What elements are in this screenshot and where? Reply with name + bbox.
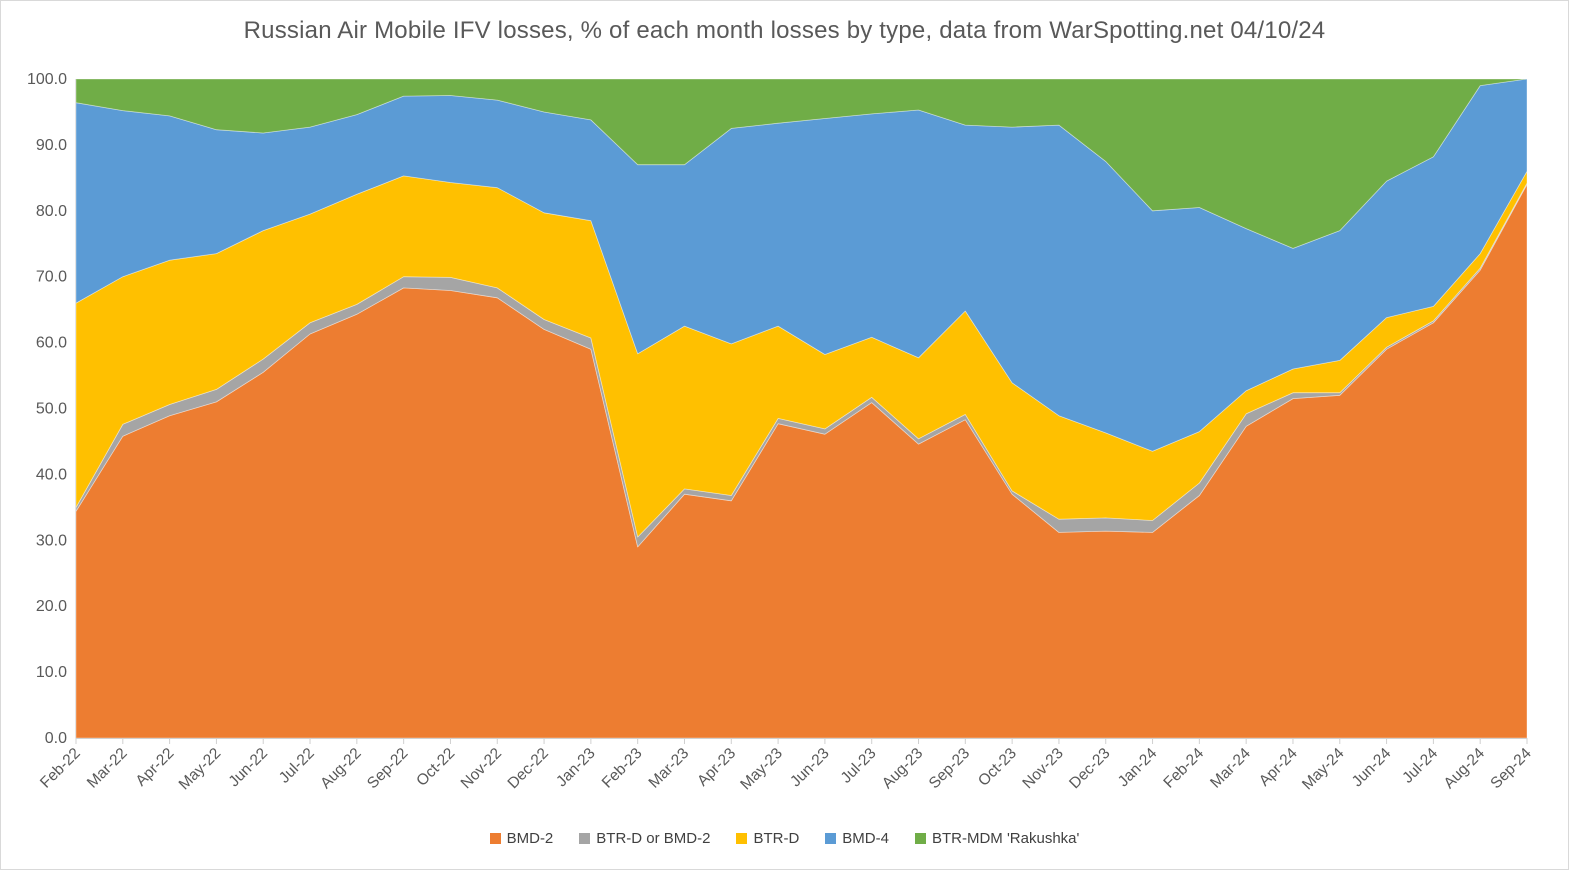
y-tick-label: 40.0 [36,466,67,483]
x-tick-label: Apr-23 [694,745,739,790]
x-tick-label: Jul-23 [838,745,880,787]
legend-swatch-icon [914,833,926,844]
y-tick-label: 20.0 [36,598,67,615]
x-tick-label: Feb-24 [1160,745,1207,792]
x-tick-label: Apr-22 [133,745,178,790]
area-btr-d [75,170,1528,538]
y-tick-label: 30.0 [36,532,67,549]
x-tick-label: Aug-22 [317,745,364,792]
x-tick-label: Sep-22 [364,745,411,792]
legend-label: BMD-2 [506,830,554,847]
legend-label: BTR-MDM 'Rakushka' [931,830,1080,847]
x-tick-label: Sep-24 [1487,745,1535,793]
x-tick-label: May-22 [176,745,225,794]
x-tick-label: Jan-24 [1115,745,1161,791]
chart-title: Russian Air Mobile IFV losses, % of each… [243,17,1326,44]
x-tick-label: Dec-23 [1066,745,1113,792]
x-tick-label: Jun-22 [226,745,272,791]
x-tick-label: Nov-22 [458,745,505,792]
y-tick-label: 60.0 [36,335,67,352]
area-btr-mdm-rakushka- [75,78,1528,249]
legend-swatch-icon [736,833,748,844]
x-tick-label: Feb-22 [37,745,84,792]
x-tick-label: Jan-23 [553,745,599,791]
x-tick-label: Jul-24 [1399,745,1441,787]
x-tick-label: Aug-24 [1441,745,1489,793]
legend-item-bmd-2: BMD-2 [489,830,554,847]
y-tick-label: 50.0 [36,401,67,418]
y-tick-label: 90.0 [36,137,67,154]
area-btr-d-or-bmd-2 [75,182,1528,548]
x-tick-label: Jul-22 [276,745,318,787]
x-tick-label: Mar-24 [1207,745,1254,792]
y-tick-label: 70.0 [36,269,67,286]
y-tick-label: 0.0 [45,730,67,747]
legend-item-btr-d: BTR-D [736,830,799,847]
x-tick-label: Dec-22 [505,745,552,792]
legend-label: BMD-4 [842,830,889,847]
legend-item-btr-d-or-bmd-2: BTR-D or BMD-2 [579,830,710,847]
y-tick-label: 80.0 [36,203,67,220]
x-tick-label: Oct-23 [975,745,1020,790]
x-tick-label: Jun-24 [1349,745,1395,791]
legend-label: BTR-D [753,830,800,847]
legend-swatch-icon [579,833,591,844]
x-tick-label: May-24 [1299,745,1348,794]
legend-item-bmd-4: BMD-4 [825,830,889,847]
x-tick-label: Jun-23 [787,745,833,791]
x-tick-label: May-23 [737,745,786,794]
x-tick-label: Sep-23 [926,745,973,792]
legend-label: BTR-D or BMD-2 [596,830,711,847]
x-tick-label: Apr-24 [1256,745,1301,790]
chart-legend: BMD-2 BTR-D or BMD-2 BTR-D BMD-4 BTR-MDM 'Ra… [1,830,1568,847]
x-tick-label: Aug-23 [879,745,926,792]
legend-item-btr-mdm-rakushka-: BTR-MDM 'Rakushka' [914,830,1080,847]
y-tick-label: 100.0 [27,71,67,88]
legend-swatch-icon [825,833,837,844]
legend-swatch-icon [489,833,501,844]
x-tick-label: Mar-22 [84,745,131,792]
x-tick-label: Nov-23 [1019,745,1066,792]
x-tick-label: Feb-23 [599,745,646,792]
y-tick-label: 10.0 [36,664,67,681]
x-tick-label: Mar-23 [646,745,693,792]
area-bmd-4 [75,78,1528,452]
x-tick-label: Oct-22 [413,745,458,790]
